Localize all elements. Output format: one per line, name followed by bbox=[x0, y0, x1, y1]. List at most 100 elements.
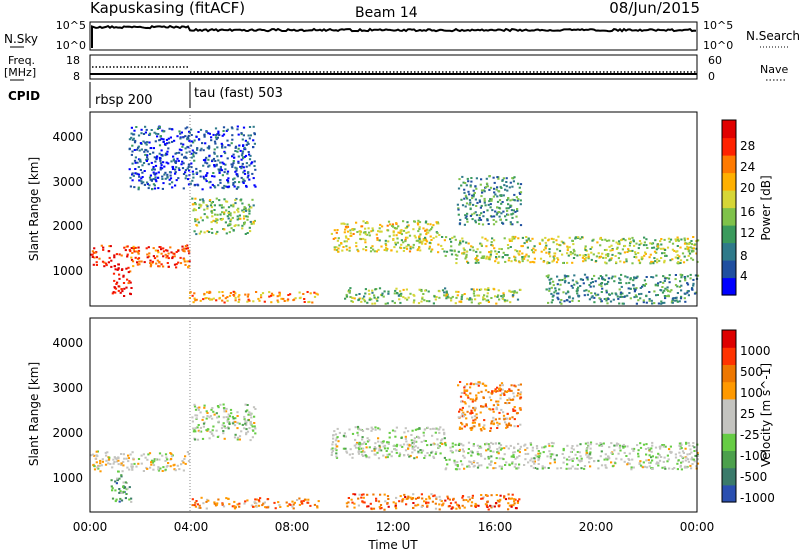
scatter-cell-r6 bbox=[661, 252, 664, 255]
scatter-cell-r4 bbox=[393, 448, 397, 451]
scatter-cell-r8 bbox=[457, 207, 460, 210]
scatter-cell-r3 bbox=[241, 227, 244, 230]
scatter-cell-r5 bbox=[643, 465, 646, 468]
scatter-cell-r6 bbox=[642, 244, 646, 247]
scatter-cell-r3 bbox=[229, 220, 232, 223]
scatter-cell-r4 bbox=[226, 185, 229, 188]
scatter-cell-r6 bbox=[362, 493, 365, 496]
scatter-cell-r5 bbox=[656, 456, 659, 459]
scatter-cell-r7 bbox=[459, 300, 463, 303]
scatter-cell-r6 bbox=[691, 247, 694, 250]
scatter-cell-r7 bbox=[469, 398, 472, 401]
scatter-cell-r6 bbox=[447, 497, 450, 500]
scatter-cell-r2 bbox=[222, 505, 226, 508]
scatter-cell-r6 bbox=[653, 250, 657, 253]
scatter-cell-r4 bbox=[249, 134, 252, 137]
velocity-colorbar-tick-1000: 1000 bbox=[740, 344, 771, 358]
scatter-cell-r4 bbox=[359, 428, 363, 431]
scatter-cell-r6 bbox=[463, 248, 466, 251]
scatter-cell-r9 bbox=[558, 279, 561, 282]
scatter-cell-r4 bbox=[241, 180, 244, 183]
scatter-cell-r2 bbox=[234, 292, 237, 295]
scatter-cell-r7 bbox=[519, 383, 522, 386]
scatter-cell-r4 bbox=[362, 447, 365, 450]
velocity-panel-frame bbox=[89, 317, 698, 513]
scatter-cell-r7 bbox=[432, 302, 435, 305]
scatter-cell-r6 bbox=[476, 248, 479, 251]
scatter-cell-r6 bbox=[506, 244, 510, 246]
scatter-cell-r7 bbox=[519, 408, 522, 411]
scatter-cell-r4 bbox=[217, 184, 220, 187]
scatter-cell-r6 bbox=[521, 236, 524, 239]
scatter-cell-r4 bbox=[234, 170, 237, 173]
scatter-cell-r5 bbox=[657, 464, 660, 467]
scatter-cell-r5 bbox=[642, 461, 645, 464]
scatter-cell-r5 bbox=[574, 467, 577, 470]
scatter-cell-r4 bbox=[131, 138, 134, 141]
scatter-cell-r2 bbox=[257, 297, 260, 300]
scatter-cell-r0 bbox=[124, 249, 127, 252]
scatter-cell-r5 bbox=[497, 450, 500, 453]
scatter-cell-r2 bbox=[270, 294, 273, 297]
scatter-cell-r6 bbox=[677, 262, 680, 265]
scatter-cell-r3 bbox=[251, 425, 254, 428]
scatter-cell-r4 bbox=[412, 442, 415, 445]
scatter-cell-r0 bbox=[99, 462, 102, 465]
scatter-cell-r0 bbox=[135, 465, 138, 468]
scatter-cell-r8 bbox=[509, 221, 512, 224]
scatter-cell-r7 bbox=[487, 301, 490, 303]
scatter-cell-r4 bbox=[241, 162, 244, 165]
scatter-cell-r0 bbox=[123, 246, 126, 249]
scatter-cell-r9 bbox=[638, 293, 641, 296]
time-axis-label: Time UT bbox=[367, 538, 418, 552]
scatter-cell-r3 bbox=[243, 215, 246, 218]
scatter-cell-r3 bbox=[246, 404, 249, 406]
scatter-cell-r7 bbox=[461, 406, 464, 409]
scatter-cell-r0 bbox=[183, 247, 186, 250]
scatter-cell-r4 bbox=[210, 136, 213, 139]
scatter-cell-r6 bbox=[412, 493, 415, 496]
scatter-cell-r3 bbox=[219, 403, 222, 406]
scatter-cell-r9 bbox=[586, 293, 589, 296]
scatter-cell-r3 bbox=[249, 220, 252, 223]
scatter-cell-r8 bbox=[501, 179, 504, 182]
scatter-cell-r6 bbox=[445, 250, 449, 253]
scatter-cell-r5 bbox=[412, 243, 415, 246]
scatter-cell-r4 bbox=[378, 447, 381, 450]
scatter-cell-r3 bbox=[216, 436, 219, 438]
scatter-cell-r6 bbox=[489, 255, 492, 258]
scatter-cell-r0 bbox=[93, 247, 96, 250]
scatter-cell-r5 bbox=[537, 452, 540, 455]
scatter-cell-r6 bbox=[637, 247, 640, 250]
scatter-cell-r5 bbox=[568, 459, 571, 462]
scatter-cell-r4 bbox=[185, 151, 188, 154]
scatter-cell-r5 bbox=[696, 451, 699, 454]
scatter-cell-r5 bbox=[425, 231, 428, 234]
scatter-cell-r5 bbox=[689, 464, 692, 467]
scatter-cell-r4 bbox=[390, 455, 393, 458]
scatter-cell-r5 bbox=[494, 467, 497, 469]
scatter-cell-r4 bbox=[358, 428, 361, 431]
scatter-cell-r8 bbox=[475, 177, 478, 180]
scatter-cell-r5 bbox=[688, 444, 691, 447]
scatter-cell-r4 bbox=[365, 455, 368, 458]
scatter-cell-r3 bbox=[244, 209, 248, 212]
scatter-cell-r9 bbox=[586, 278, 589, 281]
scatter-cell-r0 bbox=[146, 256, 149, 259]
scatter-cell-r7 bbox=[513, 384, 516, 387]
scatter-cell-r7 bbox=[443, 291, 446, 294]
scatter-cell-r5 bbox=[470, 462, 474, 465]
scatter-cell-r0 bbox=[184, 455, 187, 458]
scatter-cell-r4 bbox=[361, 436, 364, 439]
scatter-cell-r6 bbox=[611, 249, 614, 252]
scatter-cell-r0 bbox=[127, 457, 130, 460]
scatter-cell-r9 bbox=[625, 282, 628, 285]
time-tick-0000: 00:00 bbox=[73, 520, 108, 534]
scatter-cell-r6 bbox=[477, 504, 480, 507]
scatter-cell-r6 bbox=[493, 247, 496, 250]
scatter-cell-r4 bbox=[186, 167, 189, 170]
scatter-cell-r5 bbox=[549, 455, 552, 458]
scatter-cell-r4 bbox=[145, 128, 148, 131]
scatter-cell-r5 bbox=[355, 221, 358, 224]
scatter-cell-r5 bbox=[435, 235, 438, 238]
